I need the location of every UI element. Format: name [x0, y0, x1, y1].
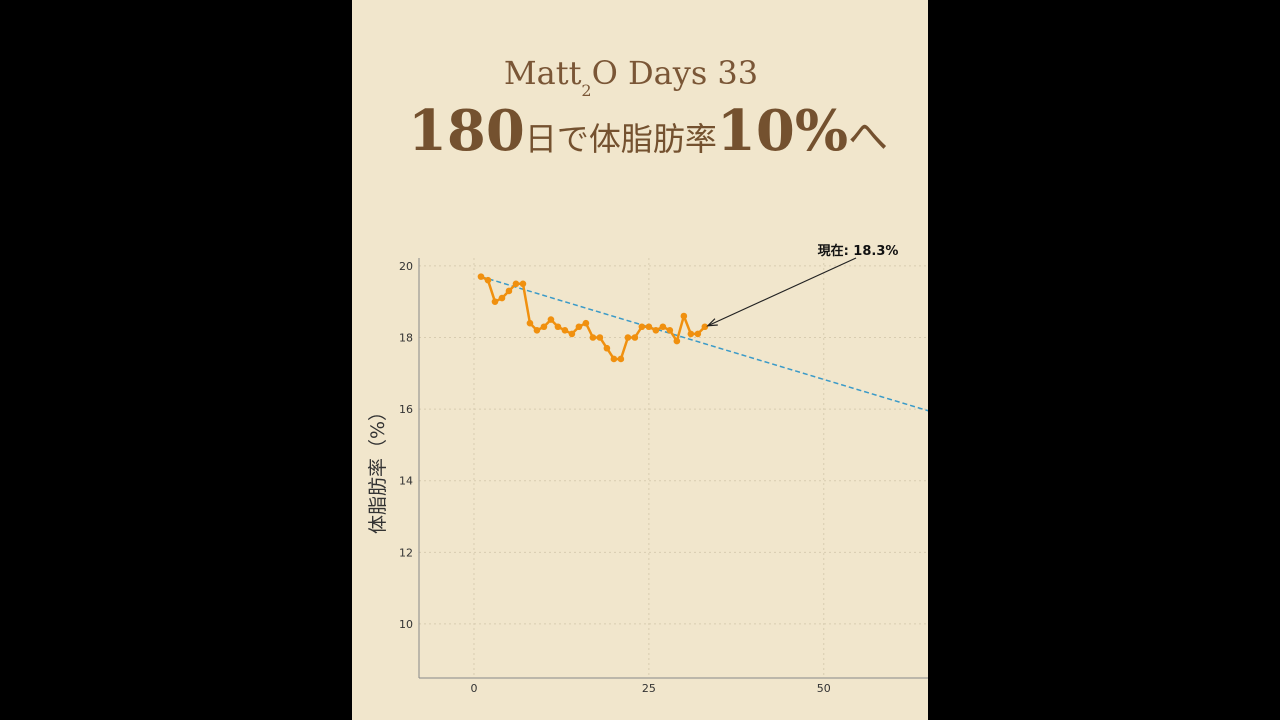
y-tick-label: 12 [399, 546, 413, 559]
data-point [505, 287, 513, 295]
data-point [701, 323, 709, 331]
title-subscript: 2 [581, 81, 591, 100]
data-point [568, 330, 576, 338]
data-point [673, 337, 681, 345]
y-axis-label: 体脂肪率（%） [367, 402, 389, 534]
data-point [652, 327, 660, 334]
annotation-text: 現在: 18.3% [818, 243, 899, 259]
data-point [582, 319, 590, 327]
data-point [491, 298, 499, 305]
data-point [624, 334, 632, 341]
data-point [512, 280, 520, 288]
y-tick-label: 14 [399, 475, 413, 488]
x-tick-label: 50 [817, 682, 831, 695]
subtitle-part: 10% [717, 98, 848, 164]
grid-layer: 10 12 14 16 18 20 0 25 50 [399, 258, 928, 695]
data-point [694, 330, 702, 338]
subtitle: 180日で体脂肪率10%へ [408, 98, 888, 164]
data-point [554, 323, 562, 331]
data-point [659, 323, 667, 331]
subtitle-part: 180 [408, 98, 525, 164]
data-point [498, 294, 506, 302]
y-tick-label: 18 [399, 331, 413, 344]
annotation-arrowhead [706, 318, 718, 327]
subtitle-part: 日で体脂肪率 [525, 120, 717, 158]
data-point [547, 316, 555, 323]
data-point [687, 330, 695, 338]
data-point [540, 323, 548, 331]
data-point [631, 334, 639, 341]
subtitle-part: へ [848, 114, 888, 160]
data-point [589, 334, 597, 341]
plot-area [477, 273, 928, 412]
annotation-arrow [707, 257, 857, 327]
y-tick-label: 20 [399, 260, 413, 273]
data-point [533, 327, 541, 334]
y-tick-label: 10 [399, 618, 413, 631]
title-part: O Days 33 [592, 54, 759, 92]
data-point [477, 273, 485, 280]
data-point [526, 319, 534, 327]
data-point [610, 355, 618, 363]
x-tick-label: 0 [470, 682, 477, 695]
trend-line [480, 275, 928, 412]
x-tick-label: 25 [642, 682, 656, 695]
overlay: 現在: 18.3% [706, 243, 899, 327]
data-point [617, 355, 625, 363]
data-point [638, 323, 646, 331]
title-part: Matt [504, 54, 582, 92]
data-point [666, 327, 674, 334]
data-point [575, 323, 583, 331]
data-point [645, 323, 653, 331]
data-point [596, 334, 604, 341]
title: Matt2O Days 33 [504, 54, 758, 100]
data-point [519, 280, 527, 288]
y-tick-label: 16 [399, 403, 413, 416]
data-point [484, 276, 492, 284]
data-point [680, 312, 688, 320]
panel [352, 0, 928, 720]
data-point [603, 344, 611, 352]
data-point [561, 327, 569, 334]
